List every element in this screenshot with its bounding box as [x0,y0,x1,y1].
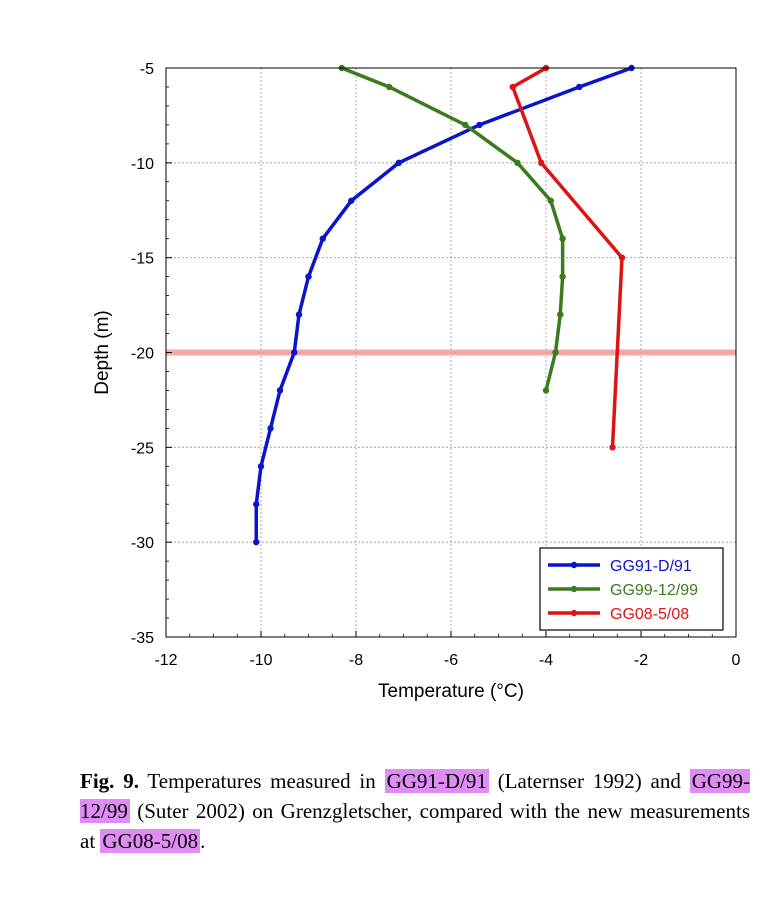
legend-label: GG08-5/08 [610,606,689,623]
caption-highlight-gg08: GG08-5/08 [100,829,201,853]
data-point [542,387,550,394]
data-point [291,349,298,356]
y-tick-label: -10 [131,156,154,173]
legend-label: GG91-D/91 [610,558,692,575]
data-point [386,83,393,91]
y-tick-label: -35 [131,630,154,647]
data-point [257,463,265,470]
y-tick-label: -25 [131,440,154,457]
data-point [559,273,566,280]
x-tick-label: -10 [249,652,272,669]
data-point [319,235,326,242]
x-tick-label: -12 [154,652,177,669]
caption-text: (Suter 2002) on Grenzgletscher, compared… [80,799,750,853]
series-line [254,66,633,543]
data-point [253,538,260,546]
x-tick-label: -4 [539,652,553,669]
x-axis-title: Temperature (°C) [378,681,524,702]
y-tick-label: -5 [140,61,154,78]
data-point [295,311,303,318]
data-point [576,83,583,91]
y-tick-label: -30 [131,535,154,552]
legend: GG91-D/91 GG99-12/99 GG08-5/08 [539,547,724,631]
caption-text: (Laternser 1992) and [488,769,690,793]
x-tick-label: -6 [444,652,458,669]
x-tick-label: -8 [349,652,363,669]
data-point [559,235,566,242]
legend-marker [570,585,578,593]
temperature-depth-chart: -12 -10 -8 -6 -4 -2 0-5-10-15-20-25-30-35 Temp… [92,61,741,702]
caption-text: . [200,829,206,853]
data-point [462,121,469,129]
data-point [253,501,260,508]
x-tick-label: -2 [634,652,648,669]
y-tick-label: -15 [131,251,154,268]
data-point [476,121,483,129]
data-point [609,444,616,451]
y-tick-label: -20 [131,346,154,363]
data-point [552,349,559,356]
caption-text: Temperatures measured in [138,769,385,793]
data-point [276,387,284,394]
legend-marker [570,561,578,569]
data-point [514,159,521,167]
data-point [395,159,402,167]
caption-highlight-gg91: GG91-D/91 [384,769,489,793]
data-point [509,83,516,91]
data-point [348,197,355,204]
series-0 [253,64,635,546]
series-layer [253,64,635,546]
legend-marker [570,609,578,617]
data-point [557,311,564,318]
legend-label: GG99-12/99 [610,582,698,599]
series-line [341,66,565,391]
series-1 [338,64,566,394]
data-point [618,254,626,261]
x-tick-label: 0 [732,652,741,669]
data-point [547,197,554,204]
data-point [305,273,312,280]
data-point [538,159,545,167]
caption-figure-label: Fig. 9. [80,769,139,793]
figure-caption: Fig. 9. Temperatures measured in GG91-D/… [80,766,751,856]
tick-layer: -12 -10 -8 -6 -4 -2 0-5-10-15-20-25-30-35 [131,61,741,669]
y-axis-title: Depth (m) [92,310,113,394]
data-point [267,425,274,432]
